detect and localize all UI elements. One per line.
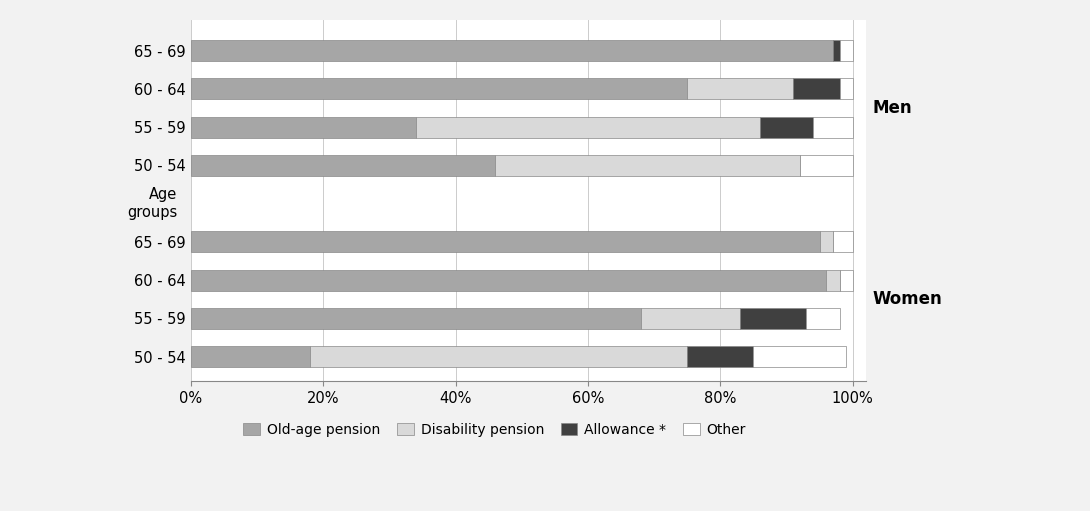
Bar bbox=[833, 231, 852, 252]
Bar bbox=[191, 308, 641, 329]
Bar bbox=[794, 78, 839, 100]
Bar bbox=[839, 40, 852, 61]
Bar bbox=[688, 346, 753, 367]
Bar bbox=[495, 155, 800, 176]
Bar bbox=[753, 346, 846, 367]
Bar bbox=[191, 40, 833, 61]
Bar bbox=[800, 155, 852, 176]
Legend: Old-age pension, Disability pension, Allowance *, Other: Old-age pension, Disability pension, All… bbox=[238, 417, 751, 443]
Bar bbox=[191, 78, 688, 100]
Bar bbox=[826, 269, 839, 291]
Bar bbox=[760, 117, 813, 137]
Bar bbox=[807, 308, 839, 329]
Bar bbox=[833, 40, 839, 61]
Bar bbox=[191, 155, 495, 176]
Bar bbox=[740, 308, 807, 329]
Bar bbox=[310, 346, 688, 367]
Text: Men: Men bbox=[873, 99, 912, 117]
Bar bbox=[191, 346, 310, 367]
Bar bbox=[813, 117, 852, 137]
Bar bbox=[839, 78, 852, 100]
Bar bbox=[191, 117, 416, 137]
Text: Women: Women bbox=[873, 290, 943, 308]
Text: Age
groups: Age groups bbox=[128, 188, 178, 220]
Bar bbox=[839, 269, 852, 291]
Bar bbox=[688, 78, 794, 100]
Bar bbox=[820, 231, 833, 252]
Bar bbox=[191, 269, 826, 291]
Bar bbox=[641, 308, 740, 329]
Bar bbox=[191, 231, 820, 252]
Bar bbox=[416, 117, 760, 137]
